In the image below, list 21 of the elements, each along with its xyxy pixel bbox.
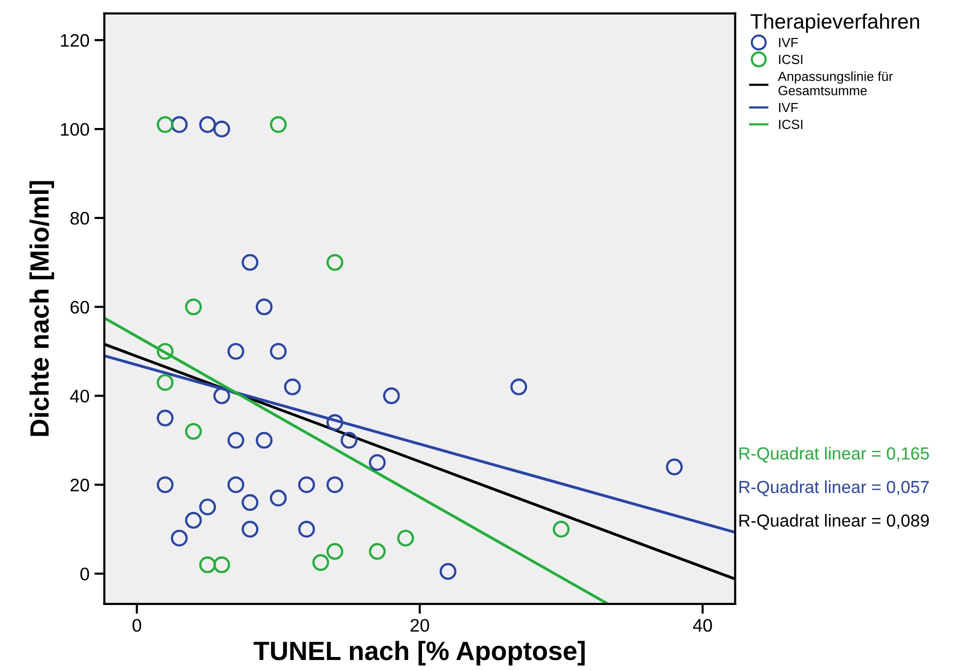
legend-label: ICSI: [779, 120, 802, 130]
y-tick-label: 0: [80, 568, 90, 580]
y-tick-label: 20: [70, 478, 90, 492]
y-tick-label: 100: [60, 122, 90, 136]
y-tick-label: 40: [70, 390, 90, 403]
legend-label: Anpassungslinie für Gesamtsumme: [778, 71, 893, 96]
x-tick-label: 20: [410, 618, 430, 632]
legend-label: ICSI: [779, 54, 802, 64]
y-axis-title: Dichte nach [Mio/ml]: [29, 181, 54, 436]
legend-label: IVF: [779, 102, 798, 112]
y-tick-label: 60: [70, 300, 90, 314]
x-tick-label: 0: [132, 618, 142, 632]
x-tick-label: 40: [692, 618, 712, 632]
legend-label: IVF: [779, 38, 798, 48]
y-tick-label: 120: [60, 34, 90, 47]
text: R-Quadrat linear = 0,057: [740, 480, 929, 496]
text: R-Quadrat linear = 0,089: [740, 514, 929, 530]
x-axis-title: TUNEL nach [% Apoptose]: [254, 640, 585, 666]
text: R-Quadrat linear = 0,165: [740, 446, 929, 463]
legend-title: Therapieverfahren: [750, 13, 920, 33]
y-tick-label: 80: [70, 212, 90, 225]
